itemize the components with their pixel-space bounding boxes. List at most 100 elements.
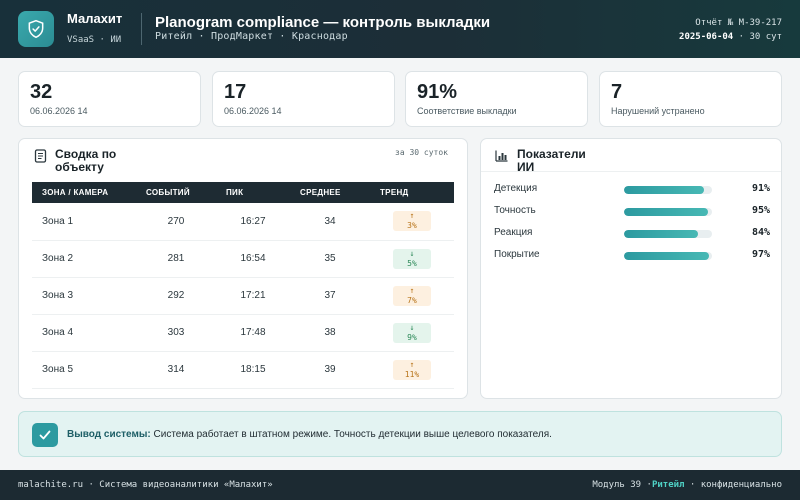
kpi-card-2[interactable]: 17 06.06.2026 14: [212, 71, 395, 127]
metric-label: Покрытие: [494, 249, 540, 260]
metric-row: Реакция 84%: [494, 226, 770, 242]
events-cell: 292: [136, 277, 216, 315]
kpi-card-3[interactable]: 91% Соответствие выкладки: [405, 71, 588, 127]
trend-arrow-icon: ↑: [409, 285, 415, 295]
trend-cell: ↑ 7%: [370, 277, 454, 315]
metric-progress-bar: [624, 230, 712, 238]
column-header[interactable]: СОБЫТИЙ: [136, 182, 216, 203]
metric-progress-fill: [624, 208, 708, 216]
events-cell: 281: [136, 240, 216, 278]
kpi-label: Соответствие выкладки: [417, 106, 517, 116]
table-row[interactable]: Зона 2 281 16:54 35 ↓ 5%: [32, 240, 454, 278]
footer-right: Модуль 39 ·Ритейл · конфиденциально: [592, 480, 782, 490]
kpi-label: 06.06.2026 14: [30, 106, 88, 116]
average-cell: 35: [290, 240, 370, 278]
conclusion-label: Вывод системы:: [67, 429, 151, 440]
metric-label: Точность: [494, 205, 536, 216]
kpi-label: Нарушений устранено: [611, 106, 705, 116]
average-cell: 39: [290, 351, 370, 389]
trend-arrow-icon: ↓: [409, 322, 415, 332]
table-row[interactable]: Зона 3 292 17:21 37 ↑ 7%: [32, 277, 454, 315]
summary-table: ЗОНА / КАМЕРА СОБЫТИЙ ПИК СРЕДНЕЕ ТРЕНД …: [32, 182, 454, 389]
kpi-value: 7: [611, 81, 623, 103]
metric-progress-bar: [624, 208, 712, 216]
header-divider: [141, 13, 142, 45]
trend-badge: ↑ 3%: [393, 211, 431, 232]
check-badge: [32, 423, 58, 447]
table-row[interactable]: Зона 5 314 18:15 39 ↑ 11%: [32, 351, 454, 389]
ai-metrics-title: Показатели ИИ: [517, 147, 586, 174]
metric-value: 91%: [751, 183, 770, 194]
trend-arrow-icon: ↑: [409, 211, 415, 221]
trend-value: 3%: [407, 221, 417, 231]
table-row[interactable]: Зона 4 303 17:48 38 ↓ 9%: [32, 314, 454, 352]
zone-cell: Зона 5: [32, 351, 136, 389]
metric-progress-bar: [624, 186, 712, 194]
trend-arrow-icon: ↑: [409, 359, 415, 369]
column-header[interactable]: ПИК: [216, 182, 290, 203]
metric-label: Детекция: [494, 183, 538, 194]
peak-cell: 18:15: [216, 351, 290, 389]
trend-badge: ↑ 7%: [393, 285, 431, 306]
page-subtitle: Ритейл · ПродМаркет · Краснодар: [155, 31, 348, 42]
page-title: Planogram compliance — контроль выкладки: [155, 14, 491, 31]
zone-cell: Зона 1: [32, 203, 136, 241]
brand-subtitle: VSaaS · ИИ: [67, 35, 122, 45]
average-cell: 34: [290, 203, 370, 241]
trend-badge: ↑ 11%: [393, 359, 431, 380]
bar-chart-icon: [495, 150, 508, 162]
kpi-value: 32: [30, 81, 53, 103]
zone-cell: Зона 3: [32, 277, 136, 315]
check-icon: [39, 430, 51, 440]
kpi-card-1[interactable]: 32 06.06.2026 14: [18, 71, 201, 127]
footer-left: malachite.ru · Система видеоаналитики «М…: [18, 480, 273, 490]
trend-badge: ↓ 5%: [393, 248, 431, 269]
peak-cell: 17:21: [216, 277, 290, 315]
events-cell: 303: [136, 314, 216, 352]
trend-value: 5%: [407, 258, 417, 268]
conclusion-message: Система работает в штатном режиме. Точно…: [153, 429, 552, 440]
peak-cell: 16:27: [216, 203, 290, 241]
average-cell: 37: [290, 277, 370, 315]
footer-module: Модуль 39 ·: [592, 480, 652, 490]
report-date-line: 2025-06-04 · 30 сут: [679, 30, 782, 44]
app-header: Малахит VSaaS · ИИ Planogram compliance …: [0, 0, 800, 58]
trend-badge: ↓ 9%: [393, 322, 431, 343]
trend-cell: ↑ 11%: [370, 351, 454, 389]
table-header-row: ЗОНА / КАМЕРА СОБЫТИЙ ПИК СРЕДНЕЕ ТРЕНД: [32, 182, 454, 203]
conclusion-text: Вывод системы: Система работает в штатно…: [67, 429, 552, 440]
brand-name: Малахит: [67, 11, 123, 26]
metric-progress-fill: [624, 230, 698, 238]
summary-panel: Сводка по объекту за 30 суток ЗОНА / КАМ…: [18, 138, 468, 399]
shield-check-icon: [28, 19, 44, 39]
metric-progress-fill: [624, 186, 705, 194]
column-header[interactable]: ЗОНА / КАМЕРА: [32, 182, 136, 203]
metric-row: Точность 95%: [494, 204, 770, 220]
zone-cell: Зона 4: [32, 314, 136, 352]
events-cell: 270: [136, 203, 216, 241]
trend-value: 7%: [407, 295, 417, 305]
trend-value: 9%: [407, 332, 417, 342]
metric-label: Реакция: [494, 227, 533, 238]
peak-cell: 17:48: [216, 314, 290, 352]
system-conclusion: Вывод системы: Система работает в штатно…: [18, 411, 782, 457]
trend-cell: ↑ 3%: [370, 203, 454, 241]
logo[interactable]: [18, 11, 54, 47]
kpi-card-4[interactable]: 7 Нарушений устранено: [599, 71, 782, 127]
average-cell: 38: [290, 314, 370, 352]
ai-metrics-panel: Показатели ИИ Детекция 91% Точность 95% Реак…: [480, 138, 782, 399]
metric-value: 97%: [751, 249, 770, 260]
report-info: Отчёт № M-39-217 2025-06-04 · 30 сут: [679, 16, 782, 44]
column-header[interactable]: ТРЕНД: [370, 182, 454, 203]
metric-progress-fill: [624, 252, 710, 260]
footer-segment: Ритейл: [651, 480, 685, 490]
trend-arrow-icon: ↓: [409, 248, 415, 258]
trend-cell: ↓ 9%: [370, 314, 454, 352]
column-header[interactable]: СРЕДНЕЕ: [290, 182, 370, 203]
table-row[interactable]: Зона 1 270 16:27 34 ↑ 3%: [32, 203, 454, 241]
report-number: Отчёт № M-39-217: [695, 18, 782, 28]
metric-value: 95%: [751, 205, 770, 216]
page-footer: malachite.ru · Система видеоаналитики «М…: [0, 470, 800, 500]
kpi-value: 91%: [417, 81, 458, 103]
summary-title: Сводка по объекту: [55, 147, 117, 174]
